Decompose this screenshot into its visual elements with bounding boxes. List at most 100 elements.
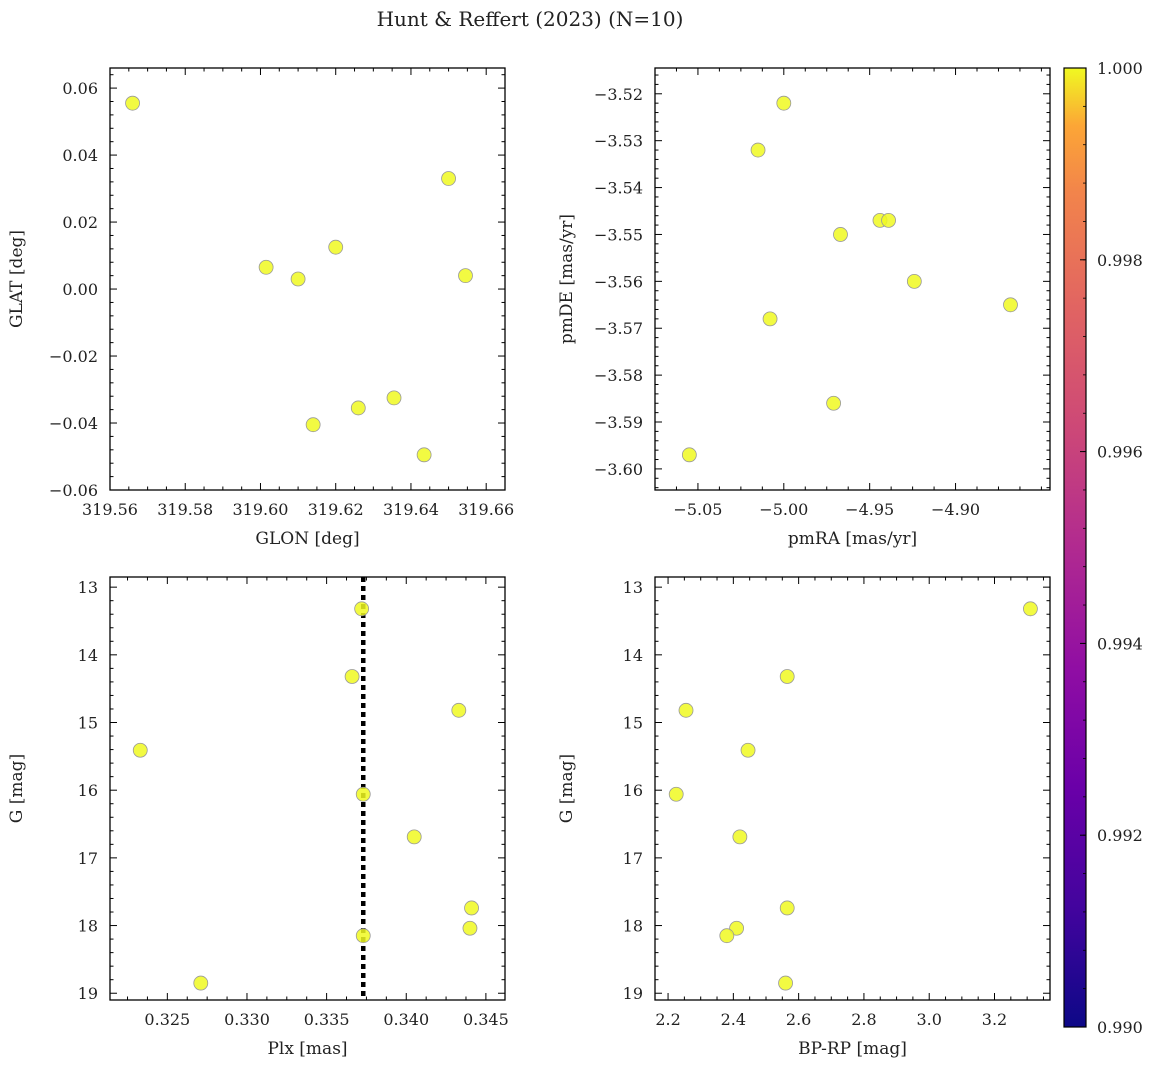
scatter-point xyxy=(344,669,360,684)
scatter-point xyxy=(762,311,778,327)
plot-frame xyxy=(109,67,506,491)
scatter-point xyxy=(193,975,209,991)
scatter-point xyxy=(354,601,370,617)
y-tick-label: 18 xyxy=(78,917,98,936)
y-tick-label: 14 xyxy=(623,646,643,665)
plot-frame xyxy=(654,576,1051,1001)
plot-frame xyxy=(654,67,1051,491)
scatter-point xyxy=(732,829,748,845)
scatter-point xyxy=(132,742,148,758)
x-tick-label: 3.0 xyxy=(916,1010,941,1029)
x-tick-label: 2.6 xyxy=(786,1010,811,1029)
y-tick-label: 18 xyxy=(623,917,643,936)
scatter-point xyxy=(355,786,371,802)
scatter-point xyxy=(305,417,321,433)
y-tick-label: 0.00 xyxy=(62,280,98,299)
x-axis-label: GLON [deg] xyxy=(255,529,359,549)
colorbar-tick-label: 0.994 xyxy=(1097,634,1143,653)
scatter-point xyxy=(441,171,456,186)
x-tick-label: 0.325 xyxy=(144,1010,190,1029)
y-tick-label: −3.58 xyxy=(594,366,643,385)
colorbar-gradient xyxy=(1063,67,1087,1028)
y-tick-label: −3.53 xyxy=(594,132,643,151)
panel-bprp-g: 2.2 2.4 2.6 2.8 3.0 3.2 13 14 15 16 17 18 19 BP-RP [m… xyxy=(557,576,1051,1059)
scatter-point xyxy=(458,268,473,284)
scatter-point xyxy=(328,239,344,255)
y-tick-label: −3.56 xyxy=(594,272,643,291)
x-tick-label: 2.8 xyxy=(851,1010,876,1029)
scatter-point xyxy=(678,702,694,718)
y-axis-label: G [mag] xyxy=(557,754,577,823)
y-tick-label: 0.04 xyxy=(62,146,98,165)
x-tick-label: −5.00 xyxy=(759,500,808,519)
colorbar-tick-label: 0.996 xyxy=(1097,443,1143,462)
colorbar-tick-label: 0.992 xyxy=(1097,826,1143,845)
x-tick-label: 319.66 xyxy=(458,500,514,519)
scatter-point xyxy=(826,395,842,411)
y-tick-label: 17 xyxy=(78,849,98,868)
x-tick-label: 2.4 xyxy=(721,1010,746,1029)
x-tick-label: 319.56 xyxy=(82,500,138,519)
scatter-point xyxy=(1023,601,1038,617)
colorbar-tick-label: 1.000 xyxy=(1097,59,1143,78)
x-tick-label: 2.2 xyxy=(655,1010,680,1029)
scatter-point xyxy=(779,669,795,684)
x-tick-label: 319.64 xyxy=(383,500,439,519)
x-tick-label: 319.60 xyxy=(232,500,288,519)
scatter-point xyxy=(729,920,745,936)
y-tick-label: 16 xyxy=(623,781,643,800)
colorbar: 0.990 0.992 0.994 0.996 0.998 1.000 xyxy=(1063,59,1143,1037)
panel-pmra-pmde: −5.05 −5.00 −4.95 −4.90 −3.52 −3.53 −3.54 −3.55… xyxy=(557,67,1051,549)
scatter-point xyxy=(258,259,274,275)
scatter-point xyxy=(290,271,306,287)
scatter-point xyxy=(416,447,432,463)
x-tick-label: 0.335 xyxy=(304,1010,350,1029)
scatter-point xyxy=(750,142,766,158)
panel-plx-g: 0.325 0.330 0.335 0.340 0.345 13 14 15 16 17 18 19 P… xyxy=(7,576,509,1059)
scatter-point xyxy=(776,95,792,111)
scatter-point xyxy=(462,920,478,936)
y-tick-label: 19 xyxy=(78,984,98,1003)
y-tick-label: 13 xyxy=(623,578,643,597)
scatter-point xyxy=(719,928,735,944)
scatter-point xyxy=(125,95,140,111)
y-axis-label: GLAT [deg] xyxy=(7,230,27,328)
scatter-point xyxy=(906,273,922,289)
scatter-point xyxy=(833,227,848,242)
y-tick-label: −3.54 xyxy=(594,179,643,198)
scatter-point xyxy=(881,212,896,228)
figure-title: Hunt & Reffert (2023) (N=10) xyxy=(377,7,684,31)
x-tick-label: −4.90 xyxy=(931,500,980,519)
y-tick-label: −3.52 xyxy=(594,85,643,104)
scatter-point xyxy=(681,447,697,463)
y-tick-label: 15 xyxy=(78,714,98,733)
y-axis-label: pmDE [mas/yr] xyxy=(557,214,577,344)
panel-glon-glat: 319.56 319.58 319.60 319.62 319.64 319.66 0.06… xyxy=(7,67,514,549)
y-tick-label: 14 xyxy=(78,646,98,665)
scatter-point xyxy=(740,742,756,758)
y-tick-label: −3.60 xyxy=(594,460,643,479)
scatter-point xyxy=(350,400,366,416)
x-tick-label: −4.95 xyxy=(845,500,894,519)
scatter-point xyxy=(779,900,795,916)
y-tick-label: −0.06 xyxy=(49,481,98,500)
scatter-point xyxy=(386,390,402,406)
x-tick-label: 0.330 xyxy=(224,1010,270,1029)
colorbar-ticks: 0.990 0.992 0.994 0.996 0.998 1.000 xyxy=(1080,59,1143,1037)
scatter-point xyxy=(451,702,467,718)
scatter-point xyxy=(778,975,793,991)
y-tick-label: 19 xyxy=(623,984,643,1003)
x-tick-label: 319.58 xyxy=(157,500,213,519)
x-axis-label: Plx [mas] xyxy=(267,1039,347,1059)
y-tick-label: 17 xyxy=(623,849,643,868)
x-tick-label: 0.340 xyxy=(383,1010,429,1029)
scatter-point xyxy=(668,786,684,802)
y-tick-label: −3.59 xyxy=(594,413,643,432)
x-tick-label: 3.2 xyxy=(982,1010,1007,1029)
y-tick-label: 13 xyxy=(78,578,98,597)
y-tick-label: −3.55 xyxy=(594,225,643,244)
plot-frame xyxy=(109,576,506,1001)
colorbar-tick-label: 0.990 xyxy=(1097,1018,1143,1037)
scatter-point xyxy=(406,829,422,845)
